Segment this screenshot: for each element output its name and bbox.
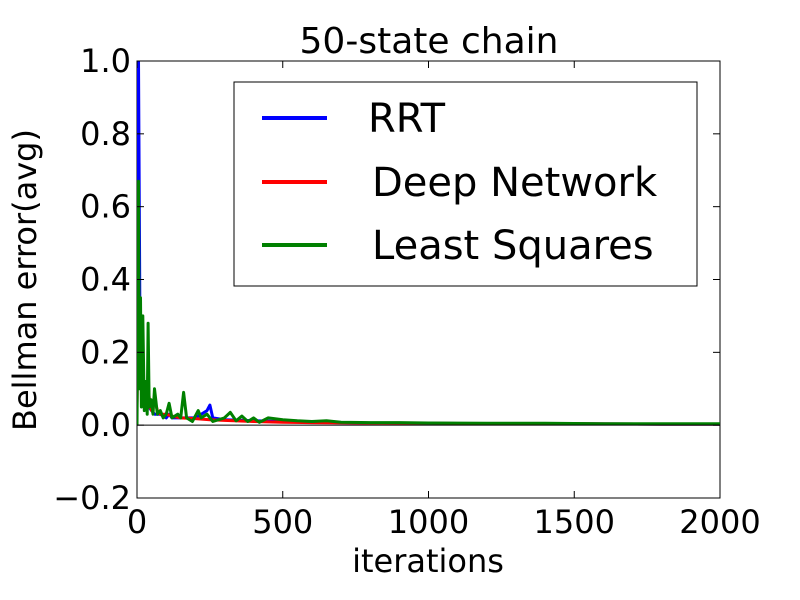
x-tick-label: 0	[127, 503, 147, 541]
y-tick-label: 0.8	[80, 115, 131, 153]
x-tick-label: 500	[252, 503, 313, 541]
chart-title: 50-state chain	[300, 21, 559, 62]
legend-label: RRT	[368, 96, 446, 142]
series-line-least-squares	[137, 179, 720, 426]
y-tick-label: 0.0	[80, 406, 131, 444]
x-tick-label: 2000	[679, 503, 760, 541]
legend: RRT Deep Network Least Squares	[233, 81, 698, 287]
x-tick-label: 1500	[534, 503, 615, 541]
legend-label: Least Squares	[372, 223, 654, 269]
y-tick-label: 0.4	[80, 261, 131, 299]
x-tick-label: 1000	[388, 503, 469, 541]
y-axis-label: Bellman error(avg)	[6, 129, 44, 431]
y-tick-label: 0.2	[80, 333, 131, 371]
series-line-deep-network	[137, 278, 720, 426]
y-tick-label: −0.2	[53, 479, 131, 517]
axis-ticks: 0 500 1000 1500 2000 −0.2 0.0 0.2 0.4 0.6 0.8 1.0	[53, 42, 760, 541]
x-axis-label: iterations	[352, 542, 504, 580]
series-layer	[137, 61, 720, 426]
y-tick-label: 1.0	[80, 42, 131, 80]
y-tick-label: 0.6	[80, 188, 131, 226]
legend-label: Deep Network	[372, 160, 658, 206]
